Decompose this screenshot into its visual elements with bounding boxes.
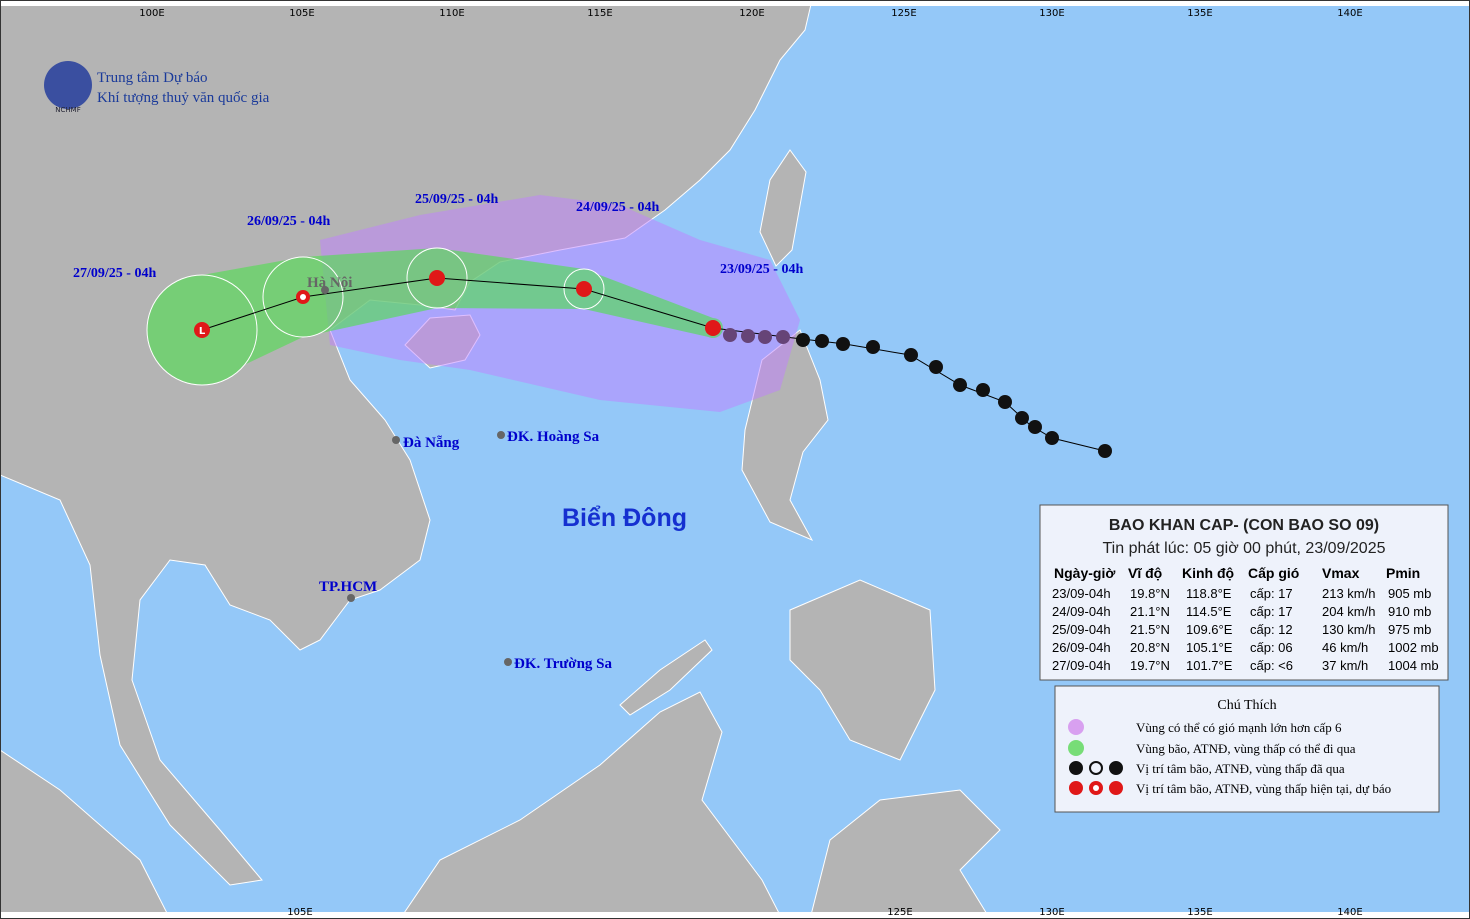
longitude-label: 130E [1039, 8, 1064, 19]
legend-icon [1068, 719, 1084, 735]
top-bar [0, 0, 1470, 6]
cone-rings [146, 247, 605, 386]
legend-item: Vị trí tâm bão, ATNĐ, vùng thấp hiện tại… [1136, 781, 1391, 796]
table-cell: 27/09-04h [1052, 658, 1111, 673]
table-cell: 130 km/h [1322, 622, 1375, 637]
org-line: Khí tượng thuỷ văn quốc gia [97, 90, 270, 106]
table-cell: cấp: 17 [1250, 586, 1293, 601]
longitude-label: 135E [1187, 8, 1212, 19]
longitude-label: 120E [739, 8, 764, 19]
sea-name: Biển Đông [562, 504, 687, 532]
table-cell: 37 km/h [1322, 658, 1368, 673]
table-cell: 1004 mb [1388, 658, 1439, 673]
legend-item: Vùng bão, ATNĐ, vùng thấp có thể đi qua [1136, 741, 1356, 756]
longitude-label: 115E [587, 8, 612, 19]
svg-text:L: L [199, 326, 206, 337]
table-cell: 109.6°E [1186, 622, 1233, 637]
track-label: 24/09/25 - 04h [576, 200, 659, 215]
place-name: TP.HCM [319, 579, 377, 595]
table-cell: 1002 mb [1388, 640, 1439, 655]
place-name: ĐK. Hoàng Sa [507, 429, 600, 445]
longitude-label: 110E [439, 8, 464, 19]
place-name: ĐK. Trường Sa [514, 656, 613, 672]
place-name: Đà Nẵng [403, 435, 460, 451]
legend-item: Vùng có thể có gió mạnh lớn hơn cấp 6 [1136, 720, 1342, 735]
legend-title: Chú Thích [1217, 698, 1276, 713]
table-cell: 204 km/h [1322, 604, 1375, 619]
table-cell: 213 km/h [1322, 586, 1375, 601]
table-cell: 21.5°N [1130, 622, 1170, 637]
table-cell: 25/09-04h [1052, 622, 1111, 637]
column-header: Kinh độ [1182, 565, 1234, 581]
longitude-label: 105E [289, 8, 314, 19]
bulletin-title: BAO KHAN CAP- (CON BAO SO 09) [1109, 517, 1379, 534]
legend-icon [1068, 740, 1084, 756]
table-cell: 910 mb [1388, 604, 1431, 619]
legend-icon [1069, 761, 1123, 775]
longitude-label: 125E [887, 907, 912, 918]
legend-item: Vị trí tâm bão, ATNĐ, vùng thấp đã qua [1136, 761, 1345, 776]
column-header: Pmin [1386, 565, 1420, 581]
table-cell: 46 km/h [1322, 640, 1368, 655]
track-label: 23/09/25 - 04h [720, 262, 803, 277]
table-cell: 118.8°E [1186, 586, 1232, 601]
longitude-label: 105E [287, 907, 312, 918]
longitude-label: 140E [1337, 907, 1362, 918]
org-line: Trung tâm Dự báo [97, 70, 208, 86]
column-header: Cấp gió [1248, 565, 1299, 581]
logo-text: NCHMF [55, 106, 80, 114]
table-cell: cấp: 06 [1250, 640, 1293, 655]
column-header: Vmax [1322, 565, 1360, 581]
table-cell: 26/09-04h [1052, 640, 1111, 655]
track-label: 26/09/25 - 04h [247, 214, 330, 229]
track-label: 25/09/25 - 04h [415, 192, 498, 207]
bulletin-box [1039, 504, 1449, 681]
column-header: Ngày-giờ [1054, 565, 1115, 581]
table-cell: 21.1°N [1130, 604, 1170, 619]
longitude-label: 135E [1187, 907, 1212, 918]
table-cell: 905 mb [1388, 586, 1431, 601]
table-cell: 114.5°E [1186, 604, 1232, 619]
table-cell: 19.7°N [1130, 658, 1170, 673]
table-cell: 23/09-04h [1052, 586, 1111, 601]
longitude-label: 125E [891, 8, 916, 19]
place-dots [321, 286, 512, 666]
table-cell: cấp: <6 [1250, 658, 1293, 673]
table-cell: 24/09-04h [1052, 604, 1111, 619]
place-name: Hà Nội [307, 275, 352, 291]
track-label: 27/09/25 - 04h [73, 266, 156, 281]
table-cell: 975 mb [1388, 622, 1431, 637]
legend-icon [1069, 781, 1123, 795]
table-cell: 19.8°N [1130, 586, 1170, 601]
table-cell: cấp: 12 [1250, 622, 1293, 637]
longitude-label: 140E [1337, 8, 1362, 19]
table-cell: cấp: 17 [1250, 604, 1293, 619]
bulletin-issued: Tin phát lúc: 05 giờ 00 phút, 23/09/2025 [1103, 540, 1386, 557]
bottom-bar [0, 912, 1470, 919]
table-cell: 20.8°N [1130, 640, 1170, 655]
table-cell: 105.1°E [1186, 640, 1233, 655]
longitude-label: 130E [1039, 907, 1064, 918]
table-cell: 101.7°E [1186, 658, 1233, 673]
forecast-positions: L [194, 270, 721, 338]
column-header: Vĩ độ [1128, 565, 1162, 581]
longitude-label: 100E [139, 8, 164, 19]
past-positions [723, 328, 1112, 458]
logo [44, 61, 92, 109]
